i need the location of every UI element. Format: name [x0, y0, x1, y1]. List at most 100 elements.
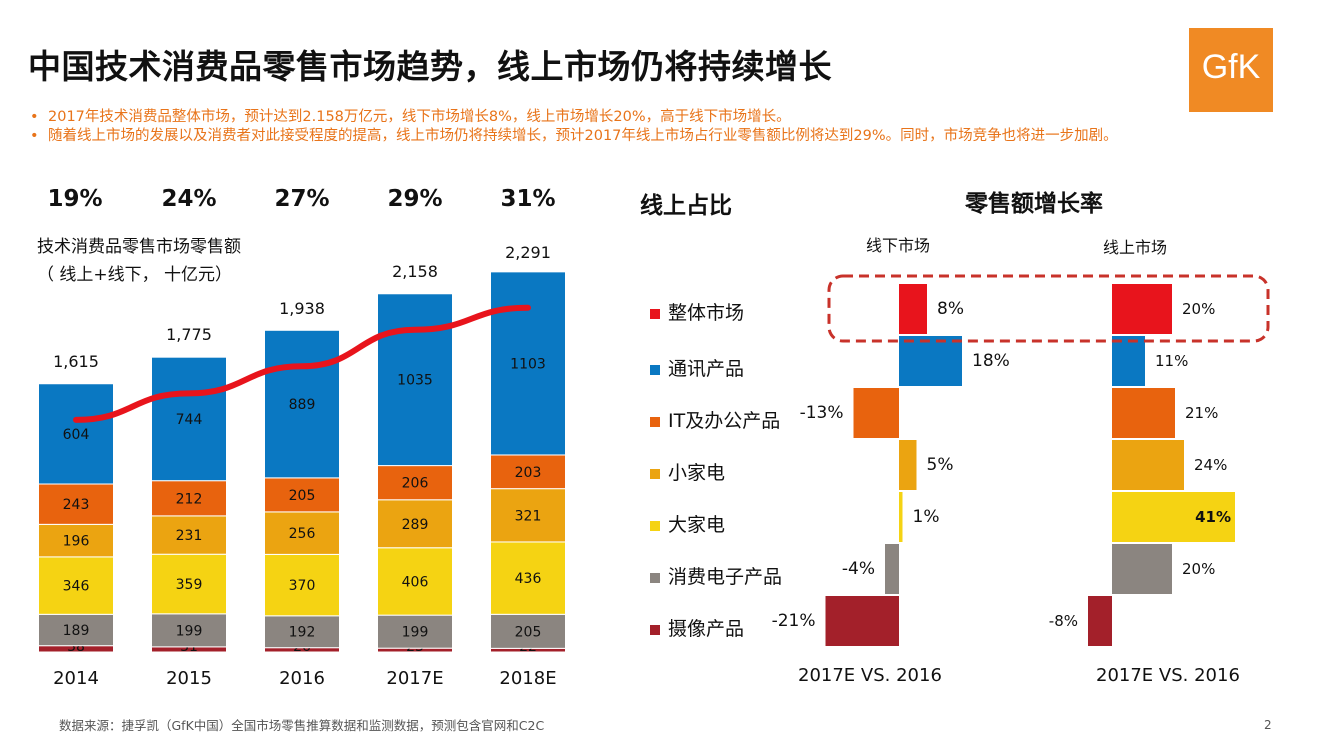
x-tick-label: 2015 — [166, 668, 212, 689]
online-growth-bar — [1112, 492, 1235, 542]
segment-value-label: 744 — [176, 412, 203, 428]
stack-segment — [377, 465, 453, 501]
online-growth-label: 20% — [1182, 300, 1215, 318]
stack-chart-subtitle: （ 线上+线下， 十亿元） — [37, 265, 233, 285]
legend-item-ce: 消费电子产品 — [650, 562, 782, 589]
online-growth-bar — [1112, 440, 1184, 490]
segment-value-label: 1103 — [510, 356, 546, 372]
legend-swatch — [650, 468, 660, 479]
stack-segment — [151, 613, 227, 648]
stack-segment — [38, 523, 114, 558]
gfk-logo: GfK — [1189, 28, 1273, 112]
stack-segment — [490, 454, 566, 490]
legend-item-telecom: 通讯产品 — [650, 354, 744, 381]
overall-highlight-box — [827, 274, 1270, 343]
segment-value-label: 199 — [402, 625, 429, 641]
stack-segment — [377, 614, 453, 649]
bullet-list: 2017年技术消费品整体市场，预计达到2.158万亿元，线下市场增长8%，线上市… — [30, 108, 1210, 146]
stack-segment — [38, 383, 114, 485]
legend-label: IT及办公产品 — [668, 410, 781, 432]
legend-label: 通讯产品 — [668, 358, 745, 380]
online-growth-bar — [1112, 544, 1172, 594]
legend-item-big-appliance: 大家电 — [650, 510, 725, 537]
online-growth-label: 21% — [1185, 404, 1218, 422]
online-growth-label: 11% — [1155, 352, 1188, 370]
total-trend-line — [73, 304, 531, 423]
offline-growth-bar — [899, 440, 917, 490]
segment-value-label: 1035 — [397, 373, 433, 389]
offline-growth-bar — [899, 284, 927, 334]
legend-swatch — [650, 624, 660, 635]
offline-header: 线下市场 — [866, 236, 931, 255]
segment-value-label: 359 — [176, 577, 203, 593]
segment-value-label: 189 — [63, 623, 90, 639]
offline-growth-label: 5% — [927, 455, 954, 475]
online-share-2016: 27% — [274, 186, 330, 212]
online-growth-label: 24% — [1194, 456, 1227, 474]
offline-growth-bar — [853, 388, 899, 438]
segment-value-label: 604 — [63, 427, 90, 443]
stack-segment — [264, 615, 340, 649]
stack-chart-title: 技术消费品零售市场零售额 — [37, 237, 241, 257]
offline-growth-label: -21% — [772, 611, 816, 631]
offline-growth-bar — [899, 492, 903, 542]
segment-value-label: 436 — [515, 571, 542, 587]
offline-axis-label: 2017E VS. 2016 — [798, 665, 942, 686]
total-value-label: 1,938 — [279, 299, 325, 318]
x-tick-label: 2016 — [279, 668, 325, 689]
segment-value-label: 192 — [289, 625, 316, 641]
segment-value-label: 231 — [176, 528, 203, 544]
legend-swatch — [650, 308, 660, 319]
segment-value-label: 243 — [63, 497, 90, 513]
legend-item-small-appliance: 小家电 — [650, 458, 725, 485]
stack-segment — [151, 553, 227, 615]
online-growth-bar — [1088, 596, 1112, 646]
stack-segment — [38, 483, 114, 525]
legend-swatch — [650, 364, 660, 375]
source-note: 数据来源：捷孚凯（GfK中国）全国市场零售推算数据和监测数据，预测包含官网和C2… — [59, 718, 545, 733]
bullet-2: 随着线上市场的发展以及消费者对此接受程度的提高，线上市场仍将持续增长，预计201… — [30, 127, 1210, 146]
segment-value-label: 321 — [515, 508, 542, 524]
x-tick-label: 2017E — [386, 668, 443, 689]
legend-item-overall: 整体市场 — [650, 298, 744, 325]
online-growth-label: -8% — [1049, 612, 1078, 630]
growth-title: 零售额增长率 — [965, 191, 1103, 217]
offline-growth-label: 18% — [972, 351, 1010, 371]
segment-value-label: 205 — [515, 624, 542, 640]
stack-segment — [490, 271, 566, 456]
online-share-label: 线上占比 — [640, 193, 732, 219]
segment-value-label: 370 — [289, 578, 316, 594]
offline-growth-bar — [825, 596, 899, 646]
offline-growth-bar — [899, 336, 962, 386]
stack-segment — [38, 556, 114, 615]
offline-growth-label: -13% — [800, 403, 844, 423]
segment-value-label: 256 — [289, 526, 316, 542]
stack-segment — [377, 499, 453, 549]
x-tick-label: 2018E — [499, 668, 556, 689]
legend-item-imaging: 摄像产品 — [650, 614, 744, 641]
stack-segment — [264, 477, 340, 513]
online-share-2015: 24% — [161, 186, 217, 212]
segment-value-label: 289 — [402, 517, 429, 533]
segment-value-label: 889 — [289, 397, 316, 413]
segment-value-label: 406 — [402, 574, 429, 590]
online-growth-bar — [1112, 336, 1145, 386]
total-value-label: 2,158 — [392, 262, 438, 281]
segment-value-label: 205 — [289, 488, 316, 504]
slide-title: 中国技术消费品零售市场趋势，线上市场仍将持续增长 — [28, 47, 832, 86]
stack-segment — [151, 356, 227, 482]
online-share-2017e: 29% — [387, 186, 443, 212]
stack-segment — [377, 293, 453, 467]
legend-item-it: IT及办公产品 — [650, 406, 780, 433]
online-share-2018e: 31% — [500, 186, 556, 212]
stack-segment — [490, 488, 566, 543]
logo-text: GfK — [1201, 48, 1261, 86]
legend-label: 整体市场 — [668, 302, 745, 324]
legend-swatch — [650, 520, 660, 531]
segment-value-label: 212 — [176, 491, 203, 507]
online-growth-label: 20% — [1182, 560, 1215, 578]
legend-swatch — [650, 572, 660, 583]
segment-value-label: 203 — [515, 465, 542, 481]
offline-growth-label: 8% — [937, 299, 964, 319]
